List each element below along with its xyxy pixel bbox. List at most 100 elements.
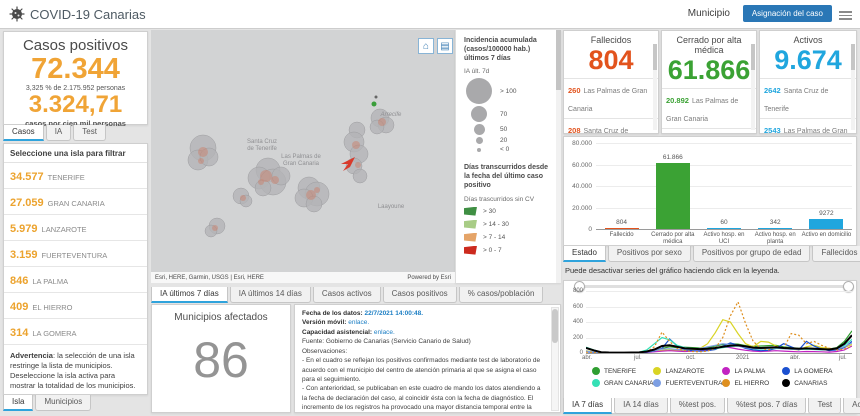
tab-ia7[interactable]: IA 7 días xyxy=(563,398,613,414)
tab-casos-activos[interactable]: Casos activos xyxy=(312,287,381,303)
line-xtick: jul. xyxy=(634,355,642,361)
bar-ytick: 60.000 xyxy=(572,161,592,169)
tab-ia14[interactable]: IA 14 días xyxy=(614,398,668,414)
municipios-card: Municipios afectados 86 xyxy=(151,304,291,413)
island-row-la-palma[interactable]: 846 LA PALMA xyxy=(4,267,147,293)
card-scrollbar[interactable] xyxy=(751,44,755,130)
bar-value-label: 342 xyxy=(769,219,781,226)
legend-size-item: 70 xyxy=(464,106,551,123)
island-row-la-gomera[interactable]: 314 LA GOMERA xyxy=(4,319,147,345)
data-date-line: Fecha de los datos: 22/7/2021 14:00:48. xyxy=(302,310,424,317)
card-scrollbar[interactable] xyxy=(653,44,657,130)
menu-icon[interactable] xyxy=(839,9,852,20)
activos-title: Activos xyxy=(793,35,823,45)
legend-scrollbar[interactable] xyxy=(556,30,561,283)
fuerteventura-marker xyxy=(341,157,355,171)
days-swatch-icon xyxy=(464,245,477,255)
island-filter-card: Seleccione una isla para filtrar 34.577 T… xyxy=(3,143,148,395)
tab-ia-14-dias[interactable]: IA últimos 14 días xyxy=(229,287,311,303)
cerrado-row[interactable]: 20.892 Las Palmas de Gran Canaria xyxy=(662,88,756,128)
bar-0[interactable] xyxy=(604,228,639,229)
legend-fuerteventura[interactable]: FUERTEVENTURA xyxy=(653,379,722,387)
card-scrollbar[interactable] xyxy=(851,44,855,130)
legend-tenerife[interactable]: TENERIFE xyxy=(592,367,653,375)
bar-1[interactable] xyxy=(655,162,690,229)
island-label: EL HIERRO xyxy=(32,303,73,312)
island-row-lanzarote[interactable]: 5.979 LANZAROTE xyxy=(4,215,147,241)
legend-dot xyxy=(653,367,662,375)
bar-x-label: Activo en domicilio xyxy=(801,232,852,238)
tab-test-pos[interactable]: %test pos. xyxy=(669,398,726,414)
legend-size-item: < 0 xyxy=(464,146,551,153)
tab-positivos-sexo[interactable]: Positivos por sexo xyxy=(607,246,691,262)
range-handle-left[interactable] xyxy=(574,281,585,292)
observations-scrollbar[interactable] xyxy=(551,307,559,411)
estado-tabs: Estado Positivos por sexo Positivos por … xyxy=(563,246,860,262)
tab-test[interactable]: Test xyxy=(808,398,842,414)
la-graciosa-dot xyxy=(371,101,377,107)
island-row-tenerife[interactable]: 34.577 TENERIFE xyxy=(4,163,147,189)
map-label-laayoune: Laayoune xyxy=(378,204,405,210)
island-row-fuerteventura[interactable]: 3.159 FUERTEVENTURA xyxy=(4,241,147,267)
fallecidos-row[interactable]: 260 Las Palmas de Gran Canaria xyxy=(564,78,658,118)
legend-canarias[interactable]: CANARIAS xyxy=(782,379,842,387)
map-label-arrecife: Arrecife xyxy=(380,112,402,118)
activos-row[interactable]: 2642 Santa Cruz de Tenerife xyxy=(760,78,856,118)
capacity-link[interactable]: enlace. xyxy=(373,328,395,336)
tab-estado[interactable]: Estado xyxy=(563,246,606,262)
island-label: TENERIFE xyxy=(47,173,85,182)
legend-gran-canaria[interactable]: GRAN CANARIA xyxy=(592,379,653,387)
tab-casos-positivos[interactable]: Casos positivos xyxy=(382,287,457,303)
tab-test-pos-7[interactable]: %test pos. 7 días xyxy=(727,398,807,414)
warning-text: : la selección de una isla restringe la … xyxy=(10,350,136,390)
bar-4[interactable] xyxy=(809,219,844,229)
line-ytick: 200 xyxy=(572,334,583,341)
bar-value-label: 61.866 xyxy=(662,153,683,161)
fallecidos-card: Fallecidos 804 260 Las Palmas de Gran Can… xyxy=(563,30,659,175)
days-swatch-icon xyxy=(464,232,477,242)
tab-ia[interactable]: IA xyxy=(45,125,72,141)
island-row-el-hierro[interactable]: 409 EL HIERRO xyxy=(4,293,147,319)
map-label-tenerife: Santa Cruz xyxy=(247,139,277,145)
tab-ia-7-dias[interactable]: IA últimos 7 días xyxy=(151,287,228,303)
island-value: 34.577 xyxy=(10,171,44,183)
tab-test[interactable]: Test xyxy=(73,125,106,141)
tab-fallecidos-edad-sexo[interactable]: Fallecidos por edad y sexo xyxy=(812,246,860,262)
tab-casos[interactable]: Casos xyxy=(3,125,44,141)
positive-cases-share: 3,325 % de 2.175.952 personas xyxy=(25,85,126,93)
days-legend-title: Días transcurridos desde la fecha del úl… xyxy=(464,164,549,190)
tab-municipios[interactable]: Municipios xyxy=(35,395,92,411)
legend-el-hierro[interactable]: EL HIERRO xyxy=(722,379,782,387)
positive-cases-title: Casos positivos xyxy=(22,37,129,54)
legend-lanzarote[interactable]: LANZAROTE xyxy=(653,367,722,375)
legend-dot xyxy=(592,379,600,387)
bar-x-label: Fallecido xyxy=(609,232,634,238)
legend-la-gomera[interactable]: LA GOMERA xyxy=(782,367,842,375)
bar-ytick: 20.000 xyxy=(572,204,592,212)
legend-la-palma[interactable]: LA PALMA xyxy=(722,367,782,375)
bar-2[interactable] xyxy=(707,228,741,229)
island-label: GRAN CANARIA xyxy=(47,199,105,208)
legend-hint-text: Puede desactivar series del gráfico haci… xyxy=(565,266,780,275)
tab-isla[interactable]: Isla xyxy=(3,395,34,411)
map-legend-button[interactable]: ▤ xyxy=(437,38,453,54)
map-home-button[interactable]: ⌂ xyxy=(418,38,434,54)
tab-positivos-edad[interactable]: Positivos por grupo de edad xyxy=(692,246,811,262)
mobile-version-link[interactable]: enlace. xyxy=(348,319,370,327)
line-xtick: abr. xyxy=(790,355,801,361)
series-canarias xyxy=(586,334,852,353)
size-circle-icon xyxy=(475,137,483,145)
incidence-legend-title: Incidencia acumulada (casos/100000 hab.)… xyxy=(464,37,537,63)
time-range-slider[interactable] xyxy=(578,285,852,288)
positive-cases-card: Casos positivos 72.344 3,325 % de 2.175.… xyxy=(3,31,148,128)
tab-acumulado[interactable]: Acumulado xyxy=(843,398,860,414)
bar-3[interactable] xyxy=(758,228,793,229)
assign-case-button[interactable]: Asignación del caso xyxy=(742,5,832,22)
line-xtick: oct. xyxy=(686,355,696,361)
island-row-gran-canaria[interactable]: 27.059 GRAN CANARIA xyxy=(4,189,147,215)
timeline-chart-card: 800 600 400 200 0 abr. jul. oct. 2021 ab… xyxy=(563,280,857,414)
powered-by-esri: Powered by Esri xyxy=(407,274,451,281)
tab-casos-poblacion[interactable]: % casos/población xyxy=(458,287,544,303)
municipio-label[interactable]: Municipio xyxy=(687,8,730,19)
